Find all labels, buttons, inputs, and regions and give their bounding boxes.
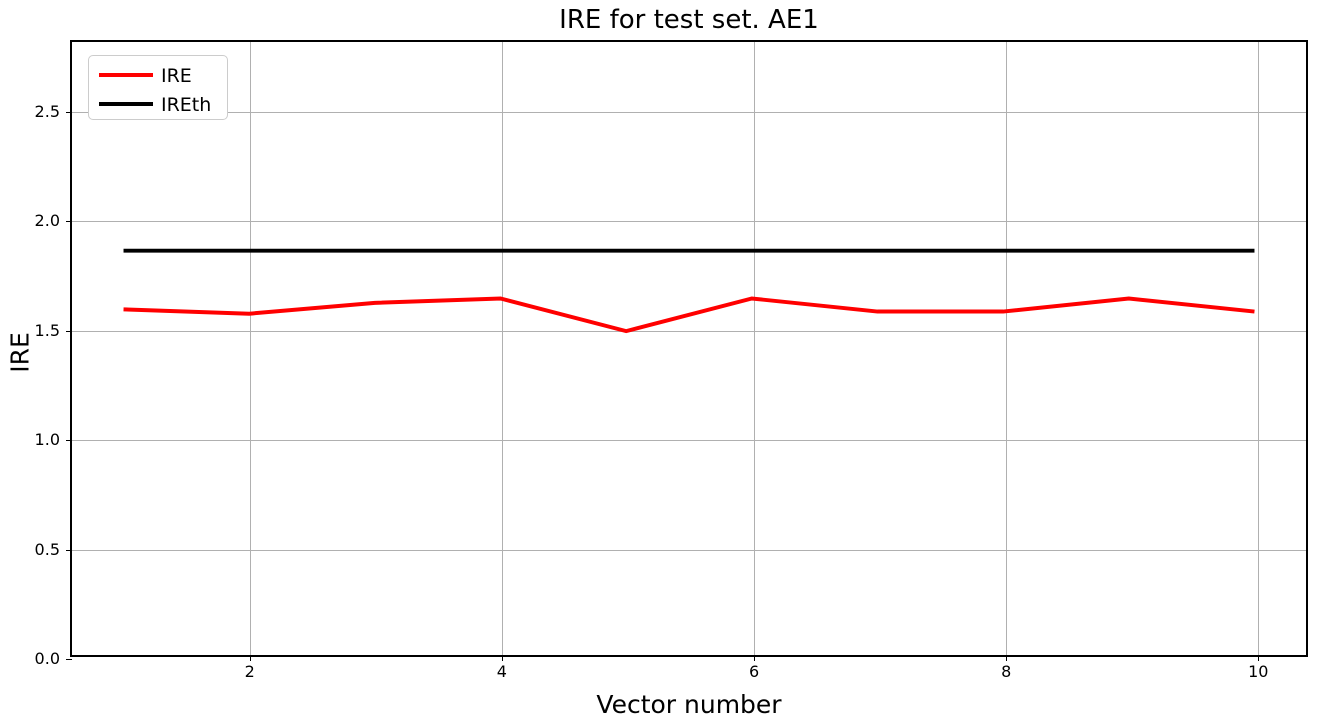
- y-tick-mark: [66, 221, 72, 223]
- grid-line-vertical: [1258, 42, 1260, 655]
- x-tick-mark: [501, 655, 503, 661]
- y-tick-label: 0.5: [34, 539, 60, 559]
- x-tick-mark: [249, 655, 251, 661]
- grid-line-horizontal: [72, 549, 1306, 551]
- x-axis-label: Vector number: [596, 690, 782, 719]
- y-tick-label: 1.5: [34, 320, 60, 340]
- x-tick-label: 4: [496, 662, 507, 681]
- y-tick-mark: [66, 440, 72, 442]
- x-tick-mark: [1006, 655, 1008, 661]
- y-tick-mark: [66, 112, 72, 113]
- plot-area: 0.0 0.5 1.0 1.5 2.0 2.5 2 4 6 8 10 IRE IREth: [35, 40, 1308, 681]
- legend-entry-ireth[interactable]: IREth: [89, 89, 227, 119]
- y-tick-mark: [66, 330, 72, 332]
- y-axis-label-text: IRE: [5, 332, 35, 373]
- chart-title: IRE for test set. AE1: [559, 5, 819, 35]
- grid-line-horizontal: [72, 112, 1306, 113]
- grid-line-vertical: [754, 42, 756, 655]
- y-tick-mark: [66, 659, 72, 660]
- legend-entry-ire[interactable]: IRE: [89, 60, 227, 90]
- x-tick-label: 10: [1248, 662, 1269, 681]
- legend-line-swatch: [99, 73, 153, 77]
- grid-line-vertical: [1006, 42, 1008, 655]
- series-line-ire: [123, 296, 1255, 334]
- legend-label: IREth: [161, 94, 212, 116]
- chart-legend: IRE IREth: [88, 55, 228, 120]
- y-tick-label: 2.5: [34, 102, 60, 121]
- y-tick-mark: [66, 549, 72, 551]
- grid-line-horizontal: [72, 330, 1306, 332]
- y-tick-label: 2.0: [34, 211, 60, 231]
- data-series-layer: [123, 248, 1255, 334]
- x-tick-label: 6: [748, 662, 760, 681]
- x-tick-label: 8: [1001, 662, 1012, 681]
- grid-line-vertical: [501, 42, 503, 655]
- x-tick-label: 2: [244, 662, 255, 681]
- grid-line-horizontal: [72, 221, 1306, 223]
- x-tick-mark: [1258, 655, 1260, 661]
- grid-line-vertical: [249, 42, 251, 655]
- x-tick-mark: [754, 655, 756, 661]
- legend-line-swatch: [99, 102, 153, 106]
- legend-label: IRE: [161, 65, 192, 87]
- y-tick-label: 0.0: [34, 649, 60, 668]
- grid-line-horizontal: [72, 440, 1306, 442]
- y-tick-label: 1.0: [34, 430, 60, 450]
